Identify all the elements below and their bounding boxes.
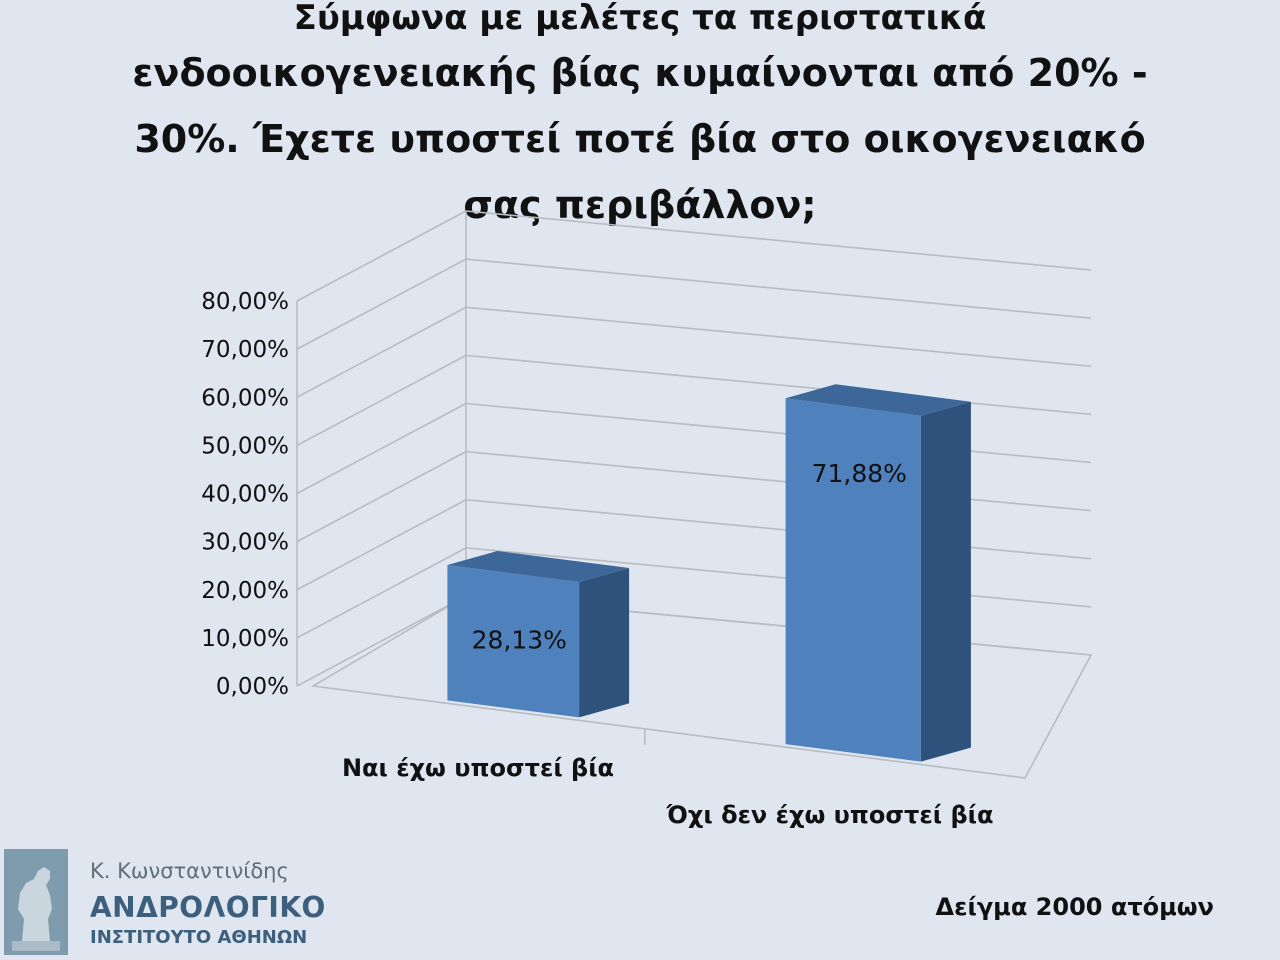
title-line-3: 30%. Έχετε υποστεί ποτέ βία στο οικογενε… <box>134 117 1146 161</box>
side-gridline <box>296 210 467 302</box>
bar-side <box>920 401 971 762</box>
bar-side <box>579 568 630 718</box>
side-gridline <box>296 306 467 398</box>
y-tick-label: 20,00% <box>201 578 289 604</box>
side-gridline <box>296 547 467 639</box>
logo-name: ΑΝΔΡΟΛΟΓΙΚΟ <box>90 891 326 924</box>
bar-top <box>447 551 630 582</box>
y-tick-label: 70,00% <box>201 337 289 363</box>
logo-author: Κ. Κωνσταντινίδης <box>90 859 289 883</box>
institute-logo: Κ. Κωνσταντινίδης ΑΝΔΡΟΛΟΓΙΚΟ ΙΝΣΤΙΤΟΥΤΟ… <box>0 845 340 960</box>
side-gridline <box>296 450 467 543</box>
data-label: 71,88% <box>812 459 907 488</box>
chart-title: Σύμφωνα με μελέτες τα περιστατικά ενδοοι… <box>60 0 1220 238</box>
y-tick-label: 50,00% <box>201 433 289 459</box>
back-gridline <box>465 498 1092 560</box>
bar <box>785 398 921 762</box>
y-tick-label: 80,00% <box>201 289 289 315</box>
logo-subtitle: ΙΝΣΤΙΤΟΥΤΟ ΑΘΗΝΩΝ <box>90 927 308 948</box>
y-tick-label: 60,00% <box>201 385 289 411</box>
y-tick-label: 40,00% <box>201 482 289 508</box>
thinker-statue-icon <box>4 849 68 955</box>
back-gridline <box>465 210 1092 271</box>
data-label: 28,13% <box>472 626 567 655</box>
side-gridline <box>296 499 467 591</box>
side-gridline <box>296 258 467 350</box>
side-gridline <box>296 595 467 687</box>
back-gridline <box>465 306 1092 368</box>
y-tick-label: 10,00% <box>201 626 289 652</box>
title-line-4: σας περιβάλλον; <box>463 183 817 227</box>
back-gridline <box>465 547 1092 608</box>
back-gridline <box>465 450 1092 512</box>
title-line-2: ενδοοικογενειακής βίας κυμαίνονται από 2… <box>132 51 1148 95</box>
y-tick-label: 30,00% <box>201 530 289 556</box>
bar <box>447 565 580 718</box>
back-gridline <box>465 258 1092 319</box>
x-tick-label: Ναι έχω υποστεί βία <box>342 754 614 782</box>
x-tick-label: Όχι δεν έχω υποστεί βία <box>666 801 994 829</box>
bar-top <box>785 384 971 416</box>
side-gridline <box>296 354 467 447</box>
y-tick-label: 0,00% <box>216 674 289 700</box>
chart-floor <box>310 595 1093 779</box>
back-gridline <box>465 354 1092 416</box>
back-gridline <box>465 402 1092 464</box>
title-line-1: Σύμφωνα με μελέτες τα περιστατικά <box>293 0 987 38</box>
side-gridline <box>296 402 467 495</box>
sample-size-note: Δείγμα 2000 ατόμων <box>935 893 1214 921</box>
